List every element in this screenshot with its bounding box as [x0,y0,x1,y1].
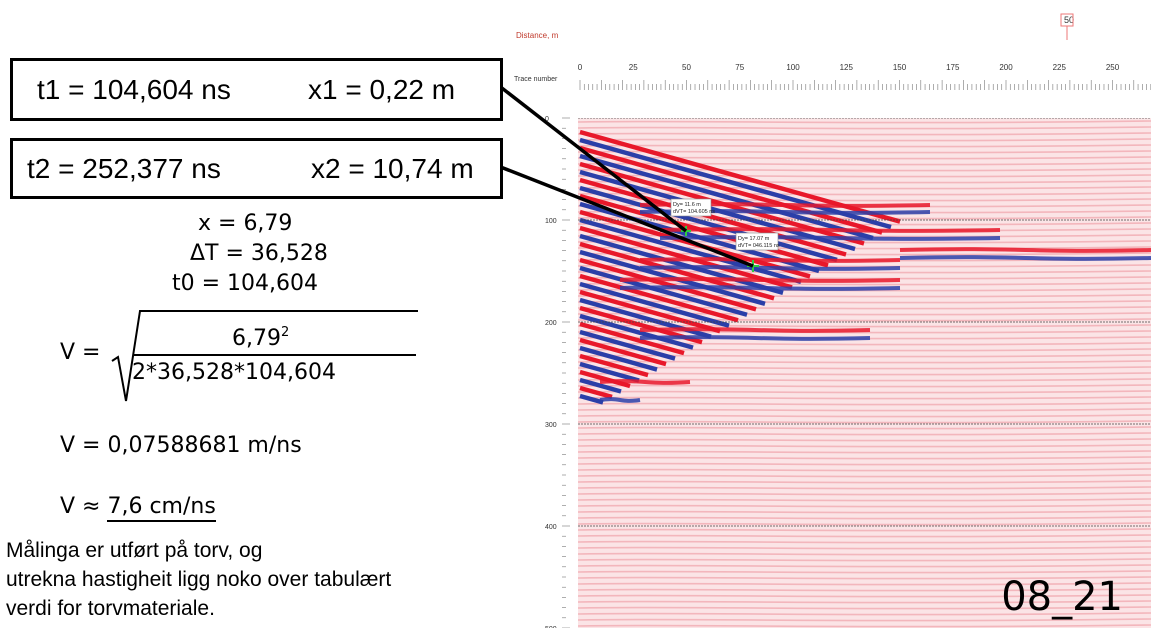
numerator-exponent: 2 [281,325,289,340]
reflector-layer [660,229,1000,231]
trace-tick-label: 175 [946,63,960,72]
approx-value: 7,6 cm/ns [107,494,215,522]
reflector-layer [640,337,870,339]
trace-tick-label: 200 [999,63,1013,72]
trace-tick-label: 100 [786,63,800,72]
trace-tick-label: 150 [893,63,907,72]
trace-tick-labels: 0 25 50 75 100 125 150 175 200 225 250 [578,63,1120,72]
calc-t0: t0 = 104,604 [172,273,318,295]
trace-tick-label: 225 [1053,63,1067,72]
trace-tick-label: 25 [629,63,638,72]
note-line-2: utrekna hastigheit ligg noko over tabulæ… [6,569,391,590]
calc-x: x = 6,79 [198,213,292,235]
reflector-layer [660,237,1000,239]
velocity-approx: V ≈ 7,6 cm/ns [60,496,216,518]
note-line-1: Målinga er utført på torv, og [6,540,262,561]
pick-1-line-1: Dy= 11.6 m [673,202,701,208]
measurement-box-2: t2 = 252,377 ns x2 = 10,74 m [10,138,503,199]
calc-dt: ΔT = 36,528 [190,243,328,265]
x2-label: x2 = 10,74 m [311,155,474,183]
depth-tick-label: 200 [545,320,557,327]
trace-tick-label: 75 [735,63,744,72]
depth-tick-label: 300 [545,422,557,429]
velocity-result: V = 0,07588681 m/ns [60,435,302,457]
reflector-layer [640,267,900,269]
pick-2-line-2: dVT= 046.115 ns [738,243,780,249]
reflector-layer [600,381,690,383]
measurement-box-1: t1 = 104,604 ns x1 = 0,22 m [10,58,503,121]
t2-label: t2 = 252,377 ns [27,155,221,183]
reflector-layer [640,259,900,261]
trace-tick-label: 250 [1106,63,1120,72]
reflector-layer [640,329,870,331]
trace-tick-label: 0 [578,63,583,72]
numerator-base: 6,79 [232,326,281,351]
note-line-3: verdi for torvmateriale. [6,598,215,619]
trace-axis-label: Trace number [514,76,558,83]
trace-tick-label: 50 [682,63,691,72]
trace-tick-label: 125 [840,63,854,72]
depth-tick-label: 100 [545,218,557,225]
pick-1-line-2: dVT= 104.605 ns [673,209,715,215]
reflector-layer [620,279,900,281]
reflector-layer [900,257,1151,259]
trace-ruler [580,80,1151,90]
depth-tick-labels: 0 100 200 300 400 500 [545,116,557,628]
sqrt-sign [110,305,420,405]
fraction-numerator: 6,792 [232,328,289,350]
t1-label: t1 = 104,604 ns [37,76,231,104]
reflector-layer [900,249,1151,251]
fraction-denominator: 2*36,528*104,604 [132,362,336,384]
reflector-layer [600,399,640,401]
figure-code: 08_21 [1001,574,1123,620]
pick-2-line-1: Dy= 17.07 m [738,236,770,242]
x1-label: x1 = 0,22 m [308,76,455,104]
depth-tick-label: 400 [545,524,557,531]
velocity-symbol: V = [60,342,100,364]
distance-axis-label: Distance, m [516,31,559,40]
reflector-layer [620,287,900,289]
approx-prefix: V ≈ [60,494,100,519]
